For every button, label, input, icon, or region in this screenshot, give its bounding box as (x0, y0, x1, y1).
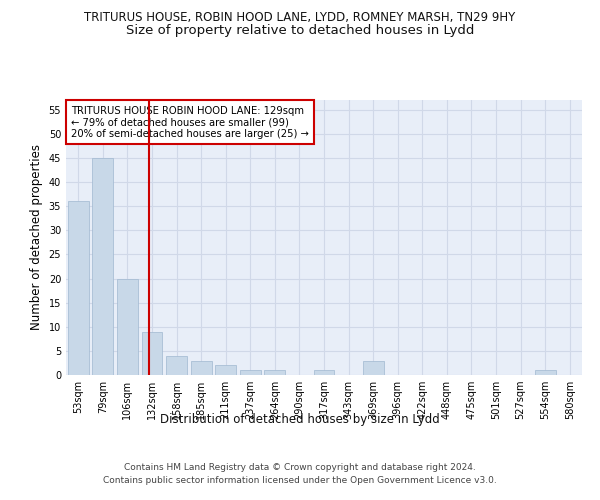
Bar (535, 370, 556, 375)
Bar (215, 366, 236, 375)
Text: Size of property relative to detached houses in Lydd: Size of property relative to detached ho… (126, 24, 474, 37)
Bar (314, 370, 334, 375)
Bar (265, 370, 286, 375)
Bar (166, 356, 187, 375)
Text: Contains HM Land Registry data © Crown copyright and database right 2024.: Contains HM Land Registry data © Crown c… (124, 462, 476, 471)
Bar (240, 370, 261, 375)
Bar (191, 360, 212, 375)
Text: TRITURUS HOUSE, ROBIN HOOD LANE, LYDD, ROMNEY MARSH, TN29 9HY: TRITURUS HOUSE, ROBIN HOOD LANE, LYDD, R… (85, 11, 515, 24)
Bar (362, 360, 383, 375)
Text: Contains public sector information licensed under the Open Government Licence v3: Contains public sector information licen… (103, 476, 497, 485)
Text: TRITURUS HOUSE ROBIN HOOD LANE: 129sqm
← 79% of detached houses are smaller (99): TRITURUS HOUSE ROBIN HOOD LANE: 129sqm ←… (71, 106, 309, 138)
Y-axis label: Number of detached properties: Number of detached properties (30, 144, 43, 330)
Text: Distribution of detached houses by size in Lydd: Distribution of detached houses by size … (160, 412, 440, 426)
Bar (117, 278, 138, 375)
Bar (68, 202, 89, 375)
Bar (142, 332, 163, 375)
Bar (92, 158, 113, 375)
